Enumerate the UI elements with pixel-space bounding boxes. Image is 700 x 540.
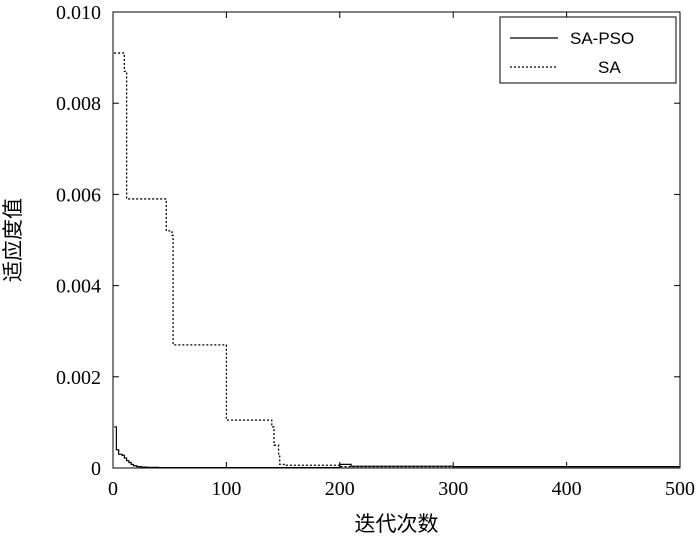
y-axis-label: 适应度值 <box>1 198 25 282</box>
x-tick-label: 300 <box>438 478 468 500</box>
plot-area: 0 100 200 300 400 500 0 0.002 0.004 0.006 0.008 0.… <box>56 2 695 500</box>
y-axis-ticks: 0 0.002 0.004 0.006 0.008 0.010 <box>56 2 680 480</box>
y-tick-label: 0.006 <box>56 184 101 206</box>
x-tick-label: 0 <box>108 478 118 500</box>
y-tick-label: 0.010 <box>56 2 101 24</box>
y-tick-label: 0.002 <box>56 367 101 389</box>
legend: SA-PSO SA <box>499 16 677 84</box>
x-axis-ticks: 0 100 200 300 400 500 <box>108 12 695 500</box>
y-tick-label: 0.004 <box>56 276 101 298</box>
legend-label-sa-pso: SA-PSO <box>570 29 634 48</box>
series-line-sa <box>114 52 680 468</box>
legend-label-sa: SA <box>598 58 621 77</box>
legend-box <box>499 16 677 84</box>
x-tick-label: 500 <box>665 478 695 500</box>
x-tick-label: 100 <box>211 478 241 500</box>
x-tick-label: 400 <box>552 478 582 500</box>
x-axis-label: 迭代次数 <box>355 512 439 536</box>
plot-frame <box>112 11 681 469</box>
x-tick-label: 200 <box>325 478 355 500</box>
y-tick-label: 0.008 <box>56 93 101 115</box>
y-tick-label: 0 <box>91 458 101 480</box>
